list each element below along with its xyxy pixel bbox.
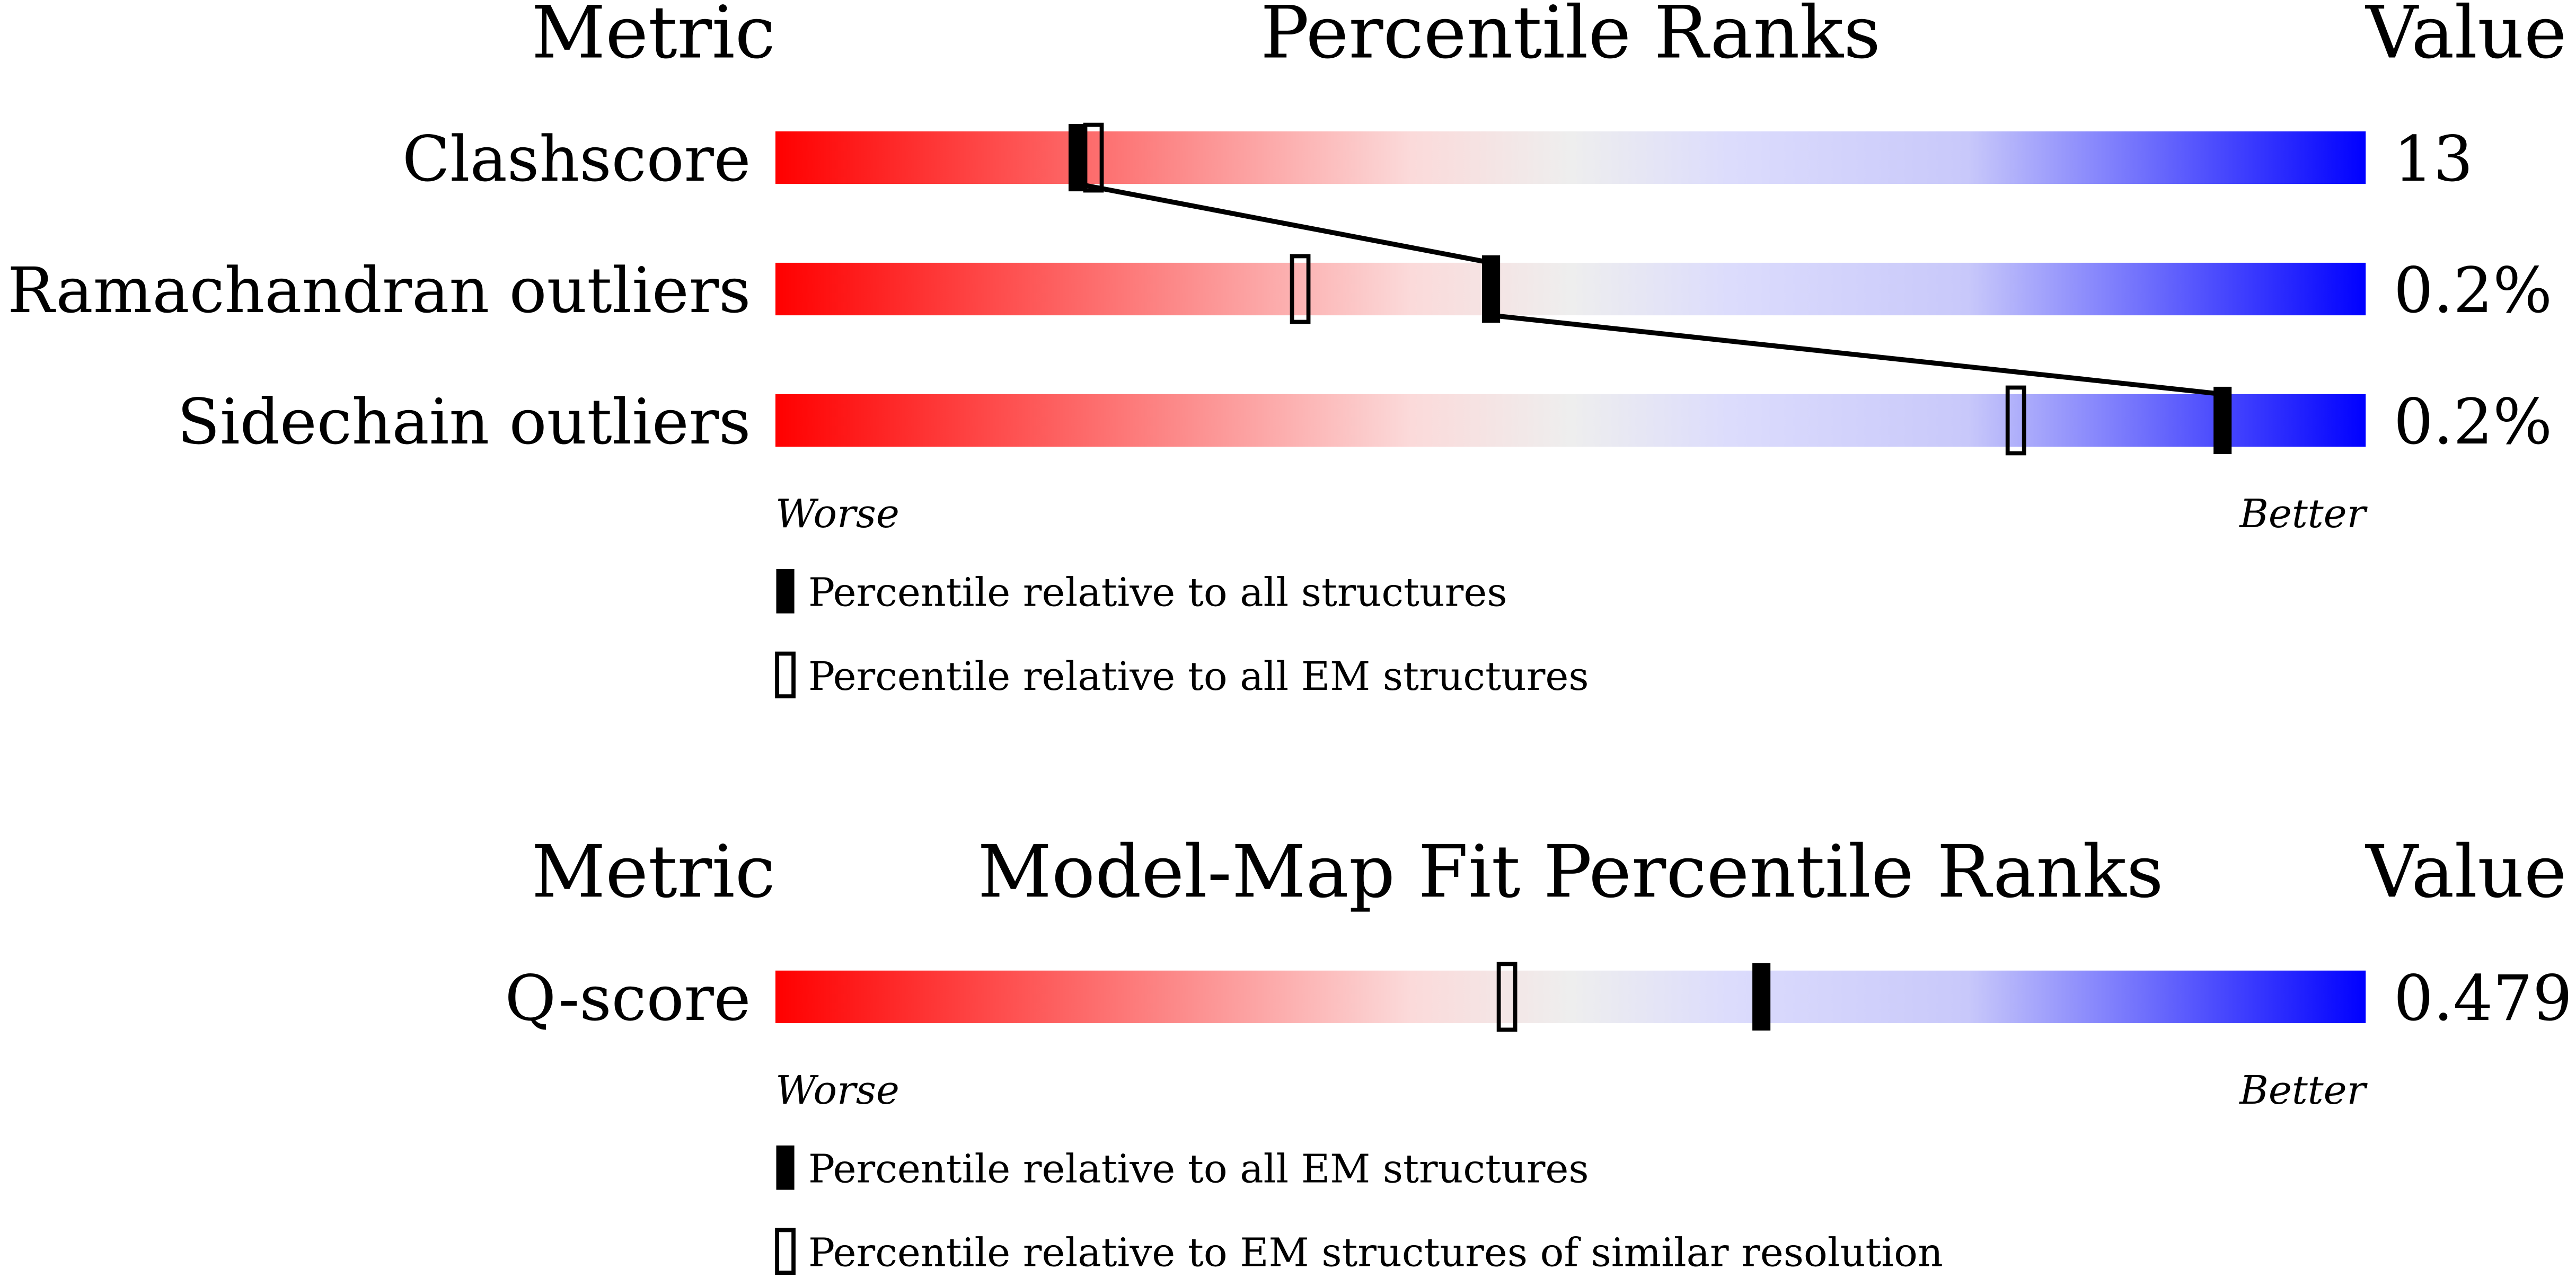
marker-filled <box>1068 124 1087 192</box>
header-metric: Metric <box>532 830 775 914</box>
better-label: Better <box>2238 491 2368 537</box>
legend-label: Percentile relative to all structures <box>808 570 1507 616</box>
marker-open <box>1290 254 1311 324</box>
slider-bar <box>775 262 2366 316</box>
metric-label: Ramachandran outliers <box>7 254 751 327</box>
connector <box>1077 181 1492 265</box>
connector <box>1490 313 2223 397</box>
marker-open <box>1496 962 1518 1032</box>
header-title: Model-Map Fit Percentile Ranks <box>977 830 2163 914</box>
header-title: Percentile Ranks <box>1260 0 1881 75</box>
metric-label: Clashscore <box>402 123 751 196</box>
metric-value: 0.2% <box>2394 386 2552 458</box>
worse-label: Worse <box>775 491 899 537</box>
slider-bar <box>775 970 2366 1023</box>
header-metric: Metric <box>532 0 775 75</box>
metric-value: 0.2% <box>2394 254 2552 327</box>
legend-swatch <box>775 1228 796 1275</box>
better-label: Better <box>2238 1067 2368 1113</box>
marker-open <box>2005 385 2026 456</box>
header-value: Value <box>2365 830 2566 914</box>
marker-filled <box>1752 963 1771 1031</box>
legend-label: Percentile relative to all EM structures <box>808 653 1589 699</box>
metric-label: Sidechain outliers <box>177 386 751 458</box>
metric-label: Q-score <box>505 962 751 1035</box>
legend-swatch <box>776 1145 795 1190</box>
worse-label: Worse <box>775 1067 899 1113</box>
slider-bar <box>775 394 2366 447</box>
legend-swatch <box>775 651 796 699</box>
metric-value: 0.479 <box>2394 962 2572 1035</box>
marker-filled <box>1482 255 1501 323</box>
metric-value: 13 <box>2394 123 2473 196</box>
slider-bar <box>775 131 2366 184</box>
legend-swatch <box>776 569 795 614</box>
marker-filled <box>2213 386 2232 455</box>
legend-label: Percentile relative to EM structures of … <box>808 1230 1943 1276</box>
legend-label: Percentile relative to all EM structures <box>808 1146 1589 1192</box>
header-value: Value <box>2365 0 2566 75</box>
